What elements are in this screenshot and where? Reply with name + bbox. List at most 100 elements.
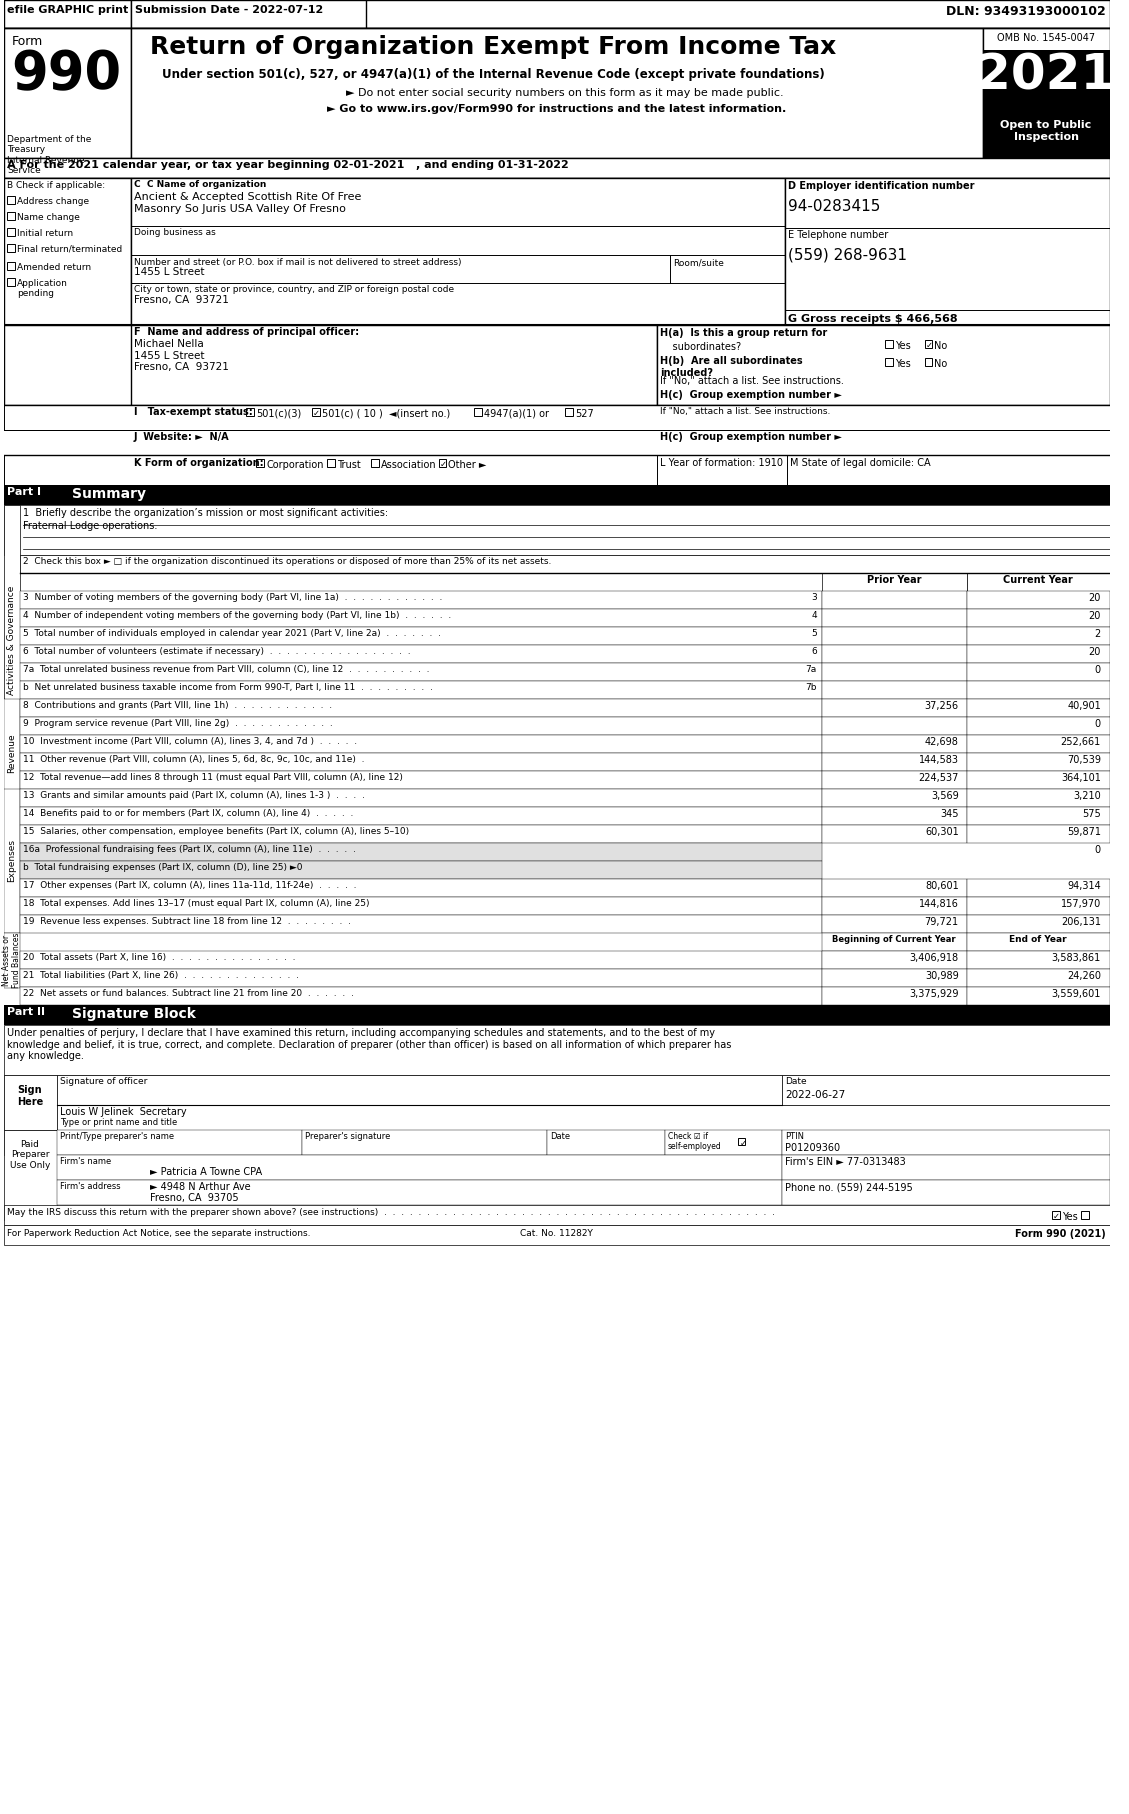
Text: 6  Total number of volunteers (estimate if necessary)  .  .  .  .  .  .  .  .  .: 6 Total number of volunteers (estimate i… <box>23 648 411 657</box>
Bar <box>20 555 1110 573</box>
Text: 3,569: 3,569 <box>931 791 959 802</box>
Bar <box>822 573 966 591</box>
Bar <box>822 662 966 680</box>
Text: A For the 2021 calendar year, or tax year beginning 02-01-2021   , and ending 01: A For the 2021 calendar year, or tax yea… <box>8 160 569 171</box>
Text: 59,871: 59,871 <box>1067 827 1101 836</box>
Text: End of Year: End of Year <box>1009 934 1067 943</box>
Text: (559) 268-9631: (559) 268-9631 <box>788 249 908 263</box>
Text: Check ☑ if
self-employed: Check ☑ if self-employed <box>667 1132 721 1152</box>
Text: 4947(a)(1) or: 4947(a)(1) or <box>483 408 549 419</box>
Text: Under penalties of perjury, I declare that I have examined this return, includin: Under penalties of perjury, I declare th… <box>8 1029 732 1061</box>
Bar <box>822 825 966 844</box>
Bar <box>20 662 822 680</box>
Text: Department of the
Treasury
Internal Revenue
Service: Department of the Treasury Internal Reve… <box>8 134 91 176</box>
Text: Number and street (or P.O. box if mail is not delivered to street address): Number and street (or P.O. box if mail i… <box>134 258 462 267</box>
Text: H(b)  Are all subordinates
included?: H(b) Are all subordinates included? <box>660 356 803 377</box>
Bar <box>822 789 966 807</box>
Text: 2: 2 <box>1095 629 1101 639</box>
Text: 1455 L Street: 1455 L Street <box>134 267 204 278</box>
Bar <box>782 1156 1110 1179</box>
Text: Room/suite: Room/suite <box>673 258 724 267</box>
Text: ✓: ✓ <box>439 461 446 470</box>
Text: 11  Other revenue (Part VIII, column (A), lines 5, 6d, 8c, 9c, 10c, and 11e)  .: 11 Other revenue (Part VIII, column (A),… <box>23 755 365 764</box>
Text: Part I: Part I <box>8 486 42 497</box>
Text: 0: 0 <box>1095 845 1101 854</box>
Bar <box>474 408 482 415</box>
Text: For Paperwork Reduction Act Notice, see the separate instructions.: For Paperwork Reduction Act Notice, see … <box>8 1230 310 1237</box>
Text: ✓: ✓ <box>926 341 933 350</box>
Bar <box>657 325 1110 405</box>
Text: Open to Public
Inspection: Open to Public Inspection <box>1000 120 1092 141</box>
Bar <box>966 807 1110 825</box>
Bar <box>966 789 1110 807</box>
Text: D Employer identification number: D Employer identification number <box>788 181 974 190</box>
Text: 2021: 2021 <box>977 53 1115 100</box>
Bar <box>58 1130 303 1156</box>
Text: 20: 20 <box>1088 648 1101 657</box>
Text: 9  Program service revenue (Part VIII, line 2g)  .  .  .  .  .  .  .  .  .  .  .: 9 Program service revenue (Part VIII, li… <box>23 718 333 727</box>
Text: Expenses: Expenses <box>7 840 16 882</box>
Bar <box>326 459 334 466</box>
Bar <box>3 698 20 807</box>
Bar <box>371 459 378 466</box>
Bar <box>20 880 822 896</box>
Bar <box>3 1224 1110 1244</box>
Bar <box>966 880 1110 896</box>
Text: Net Assets or
Fund Balances: Net Assets or Fund Balances <box>1 932 21 989</box>
Text: Sign
Here: Sign Here <box>17 1085 43 1107</box>
Bar <box>966 610 1110 628</box>
Bar <box>564 408 572 415</box>
Text: 990: 990 <box>11 47 122 100</box>
Text: 14  Benefits paid to or for members (Part IX, column (A), line 4)  .  .  .  .  .: 14 Benefits paid to or for members (Part… <box>23 809 353 818</box>
Bar <box>3 1130 1110 1156</box>
Text: 206,131: 206,131 <box>1061 918 1101 927</box>
Bar <box>3 484 1110 504</box>
Text: Yes: Yes <box>1061 1212 1077 1223</box>
Text: 16a  Professional fundraising fees (Part IX, column (A), line 11e)  .  .  .  .  : 16a Professional fundraising fees (Part … <box>23 845 356 854</box>
Bar <box>822 932 966 951</box>
Bar <box>966 573 1110 591</box>
Text: Form 990 (2021): Form 990 (2021) <box>1015 1230 1105 1239</box>
Text: If "No," attach a list. See instructions.: If "No," attach a list. See instructions… <box>660 375 843 386</box>
Text: Signature Block: Signature Block <box>72 1007 196 1021</box>
Bar <box>3 178 1110 394</box>
Bar <box>822 610 966 628</box>
Text: 364,101: 364,101 <box>1061 773 1101 784</box>
Text: Other ►: Other ► <box>448 461 487 470</box>
Bar <box>131 325 657 405</box>
Text: G Gross receipts $ 466,568: G Gross receipts $ 466,568 <box>788 314 957 325</box>
Text: Part II: Part II <box>8 1007 45 1018</box>
Bar <box>786 178 1110 394</box>
Bar <box>966 987 1110 1005</box>
Text: 12  Total revenue—add lines 8 through 11 (must equal Part VIII, column (A), line: 12 Total revenue—add lines 8 through 11 … <box>23 773 403 782</box>
Bar <box>3 27 131 158</box>
Bar <box>822 951 966 969</box>
Bar <box>8 212 16 219</box>
Text: P01209360: P01209360 <box>786 1143 840 1154</box>
Text: K Form of organization:: K Form of organization: <box>134 457 263 468</box>
Text: Amended return: Amended return <box>17 263 91 272</box>
Text: Fraternal Lodge operations.: Fraternal Lodge operations. <box>23 521 157 532</box>
Text: PTIN: PTIN <box>786 1132 804 1141</box>
Text: 24,260: 24,260 <box>1067 970 1101 981</box>
Bar <box>58 1076 782 1105</box>
Bar <box>822 591 966 610</box>
Text: Current Year: Current Year <box>1004 575 1073 584</box>
Text: Cat. No. 11282Y: Cat. No. 11282Y <box>519 1230 593 1237</box>
Bar <box>3 1130 58 1221</box>
Text: C  C Name of organization: C C Name of organization <box>134 180 266 189</box>
Text: City or town, state or province, country, and ZIP or foreign postal code: City or town, state or province, country… <box>134 285 454 294</box>
Text: 7b: 7b <box>805 684 816 691</box>
Text: B Check if applicable:: B Check if applicable: <box>8 181 105 190</box>
Bar <box>548 1130 665 1156</box>
Bar <box>8 245 16 252</box>
Bar <box>822 880 966 896</box>
Bar <box>3 932 20 989</box>
Bar <box>822 753 966 771</box>
Text: b  Total fundraising expenses (Part IX, column (D), line 25) ►0: b Total fundraising expenses (Part IX, c… <box>23 863 303 873</box>
Text: Firm's EIN ► 77-0313483: Firm's EIN ► 77-0313483 <box>786 1157 907 1166</box>
Bar <box>966 628 1110 646</box>
Bar <box>822 807 966 825</box>
Bar <box>8 229 16 236</box>
Bar <box>20 896 822 914</box>
